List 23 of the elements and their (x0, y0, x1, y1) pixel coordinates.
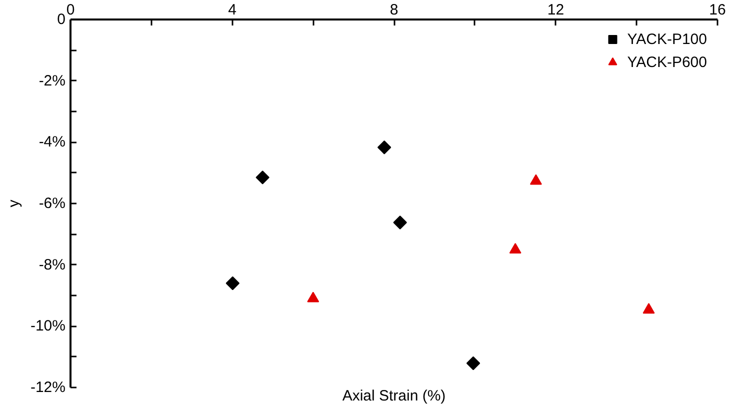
y-tick-label: -8% (38, 256, 66, 274)
x-axis-title: Axial Strain (%) (342, 388, 446, 404)
y-tick-label: -4% (38, 134, 66, 151)
point (509, 242, 522, 254)
point (256, 170, 270, 184)
point (377, 140, 392, 154)
x-tick-label: 16 (709, 2, 726, 18)
x-tick-label: 4 (228, 2, 236, 18)
point (307, 292, 320, 302)
point (466, 356, 480, 370)
x-tick-label: 8 (390, 2, 398, 18)
y-tick-label: -10% (30, 318, 66, 335)
point (642, 303, 655, 314)
y-tick-label: -12% (30, 379, 66, 396)
x-tick-label: 12 (547, 2, 564, 18)
point (530, 174, 542, 185)
y-axis-title: y (5, 199, 22, 208)
point (226, 276, 240, 290)
legend-label: YACK-P600 (627, 54, 707, 70)
y-tick-label: -6% (38, 195, 66, 212)
point (393, 216, 407, 230)
legend-label: YACK-P100 (627, 30, 707, 48)
y-tick-label: -2% (38, 72, 66, 90)
